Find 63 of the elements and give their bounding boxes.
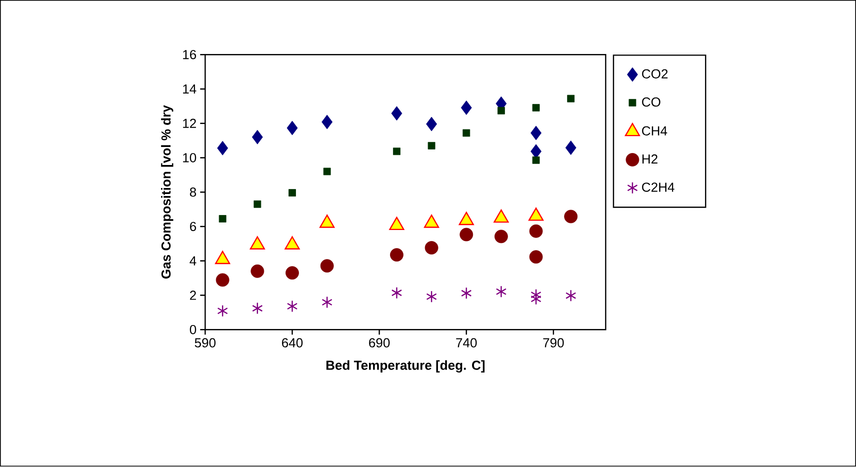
point xyxy=(216,273,230,287)
point xyxy=(497,107,505,115)
point xyxy=(530,144,542,159)
point xyxy=(250,264,264,278)
legend-label: CH4 xyxy=(642,126,668,136)
point xyxy=(496,286,507,298)
y-axis-title: Gas Composition [vol % dry xyxy=(161,105,174,279)
y-tick-label: 2 xyxy=(190,290,196,300)
point xyxy=(532,156,540,164)
point xyxy=(322,296,332,309)
point xyxy=(428,142,436,150)
point xyxy=(565,140,576,156)
point xyxy=(288,189,296,197)
point xyxy=(532,104,540,112)
legend-label: CO2 xyxy=(642,69,668,79)
point xyxy=(217,305,228,318)
point xyxy=(391,106,402,121)
point xyxy=(424,241,438,255)
point xyxy=(390,248,404,262)
point xyxy=(567,95,575,103)
point xyxy=(391,286,402,300)
y-tick-label: 8 xyxy=(190,188,196,197)
point xyxy=(426,117,437,132)
x-tick-label: 740 xyxy=(456,338,477,348)
legend-label: CO xyxy=(642,98,660,107)
x-tick-label: 640 xyxy=(282,338,303,348)
y-tick-label: 4 xyxy=(190,256,196,266)
point xyxy=(530,126,542,140)
point xyxy=(286,121,298,136)
point xyxy=(564,210,578,224)
point xyxy=(286,266,299,280)
point xyxy=(460,100,472,116)
point xyxy=(529,250,543,264)
point xyxy=(426,290,437,303)
y-tick-label: 14 xyxy=(183,84,196,94)
point xyxy=(218,215,226,223)
point xyxy=(530,292,542,306)
point xyxy=(252,302,263,315)
point xyxy=(323,168,331,176)
point xyxy=(322,115,333,130)
point xyxy=(462,130,470,137)
point xyxy=(565,290,576,302)
y-tick-label: 10 xyxy=(183,153,196,163)
point xyxy=(494,230,508,244)
point xyxy=(254,200,262,208)
point xyxy=(286,300,298,313)
y-tick-label: 16 xyxy=(183,50,196,60)
x-tick-label: 690 xyxy=(369,338,390,348)
x-tick-label: 790 xyxy=(543,338,564,348)
y-tick-label: 0 xyxy=(190,325,196,334)
point xyxy=(461,287,472,300)
point xyxy=(217,141,228,156)
legend-label: H2 xyxy=(642,154,658,164)
point xyxy=(393,148,400,156)
point xyxy=(529,224,543,238)
y-tick-label: 6 xyxy=(190,222,196,232)
x-tick-label: 590 xyxy=(194,338,216,348)
point xyxy=(460,228,474,242)
x-axis-title: Bed Temperature [deg. C] xyxy=(326,360,485,373)
legend-label: C2H4 xyxy=(642,182,674,192)
y-tick-label: 12 xyxy=(183,119,196,128)
point xyxy=(252,130,263,145)
point xyxy=(320,259,334,273)
